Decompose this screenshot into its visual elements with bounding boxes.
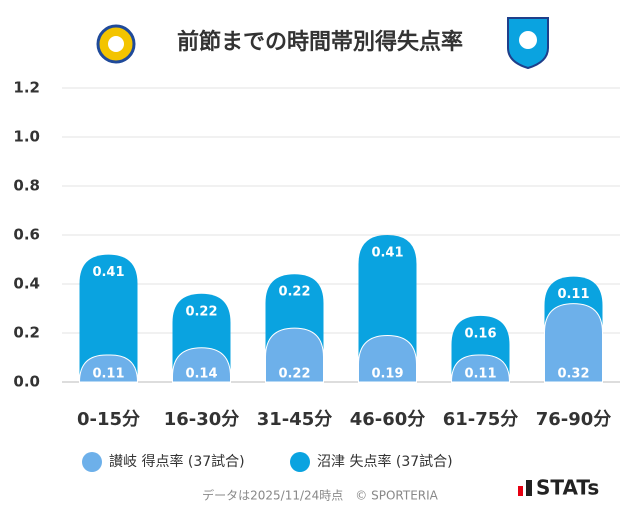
x-tick-label: 61-75分 xyxy=(443,409,519,430)
y-tick-label: 0.8 xyxy=(13,177,40,195)
bar-segment xyxy=(358,334,417,383)
value-label: 0.41 xyxy=(371,246,403,261)
value-label: 0.14 xyxy=(185,367,217,382)
x-tick-label: 16-30分 xyxy=(164,409,240,430)
legend-label: 沼津 失点率 (37試合) xyxy=(317,453,453,470)
brand-logo xyxy=(518,480,532,496)
value-label: 0.41 xyxy=(92,265,124,280)
value-label: 0.16 xyxy=(464,326,496,341)
value-label: 0.22 xyxy=(278,367,310,382)
bar-segment xyxy=(79,254,138,382)
y-tick-label: 0.0 xyxy=(13,373,40,391)
x-tick-label: 46-60分 xyxy=(350,409,426,430)
bar-segment xyxy=(265,327,324,383)
y-tick-label: 1.0 xyxy=(13,128,40,146)
x-tick-label: 76-90分 xyxy=(536,409,612,430)
value-label: 0.22 xyxy=(278,285,310,300)
y-tick-label: 0.6 xyxy=(13,226,40,244)
chart-title: 前節までの時間帯別得失点率 xyxy=(177,29,463,55)
bar-segment xyxy=(78,354,139,383)
x-tick-label: 0-15分 xyxy=(77,409,140,430)
legend-marker xyxy=(82,452,102,472)
value-label: 0.11 xyxy=(92,367,124,382)
x-tick-label: 31-45分 xyxy=(257,409,333,430)
y-tick-label: 1.2 xyxy=(13,79,40,97)
y-tick-label: 0.4 xyxy=(13,275,40,293)
bar-segment xyxy=(172,347,231,383)
bar-segment xyxy=(358,235,417,366)
legend-label: 讃岐 得点率 (37試合) xyxy=(109,453,245,470)
bar-segment xyxy=(544,303,603,383)
brand: STATs xyxy=(536,476,599,500)
home-logo xyxy=(96,24,136,64)
value-label: 0.32 xyxy=(557,367,589,382)
bar-segment xyxy=(450,354,511,383)
y-tick-label: 0.2 xyxy=(13,324,40,342)
away-logo xyxy=(507,17,549,70)
legend-marker xyxy=(290,452,310,472)
footer: データは2025/11/24時点 © SPORTERIA xyxy=(202,488,439,503)
value-label: 0.11 xyxy=(557,287,589,302)
value-label: 0.22 xyxy=(185,304,217,319)
value-label: 0.11 xyxy=(464,367,496,382)
value-label: 0.19 xyxy=(371,367,403,382)
